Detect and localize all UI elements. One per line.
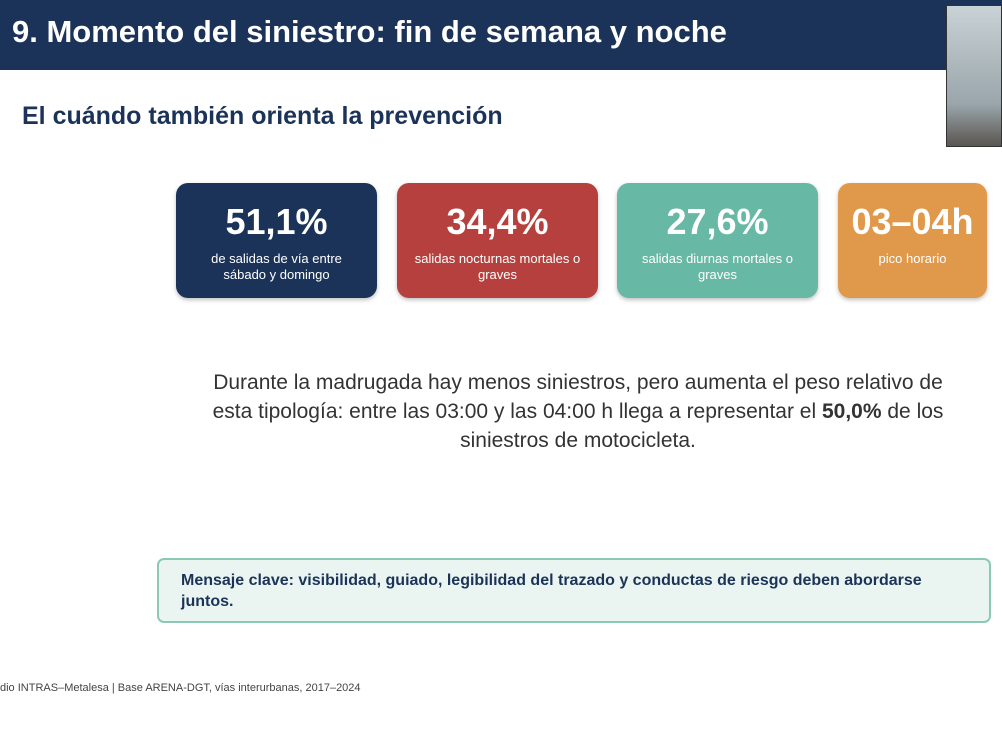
stat-value: 27,6%	[666, 201, 769, 242]
stat-card: 34,4% salidas nocturnas mortales o grave…	[397, 183, 598, 298]
stat-card: 27,6% salidas diurnas mortales o graves	[617, 183, 818, 298]
stat-value: 34,4%	[446, 201, 549, 242]
stat-card: 51,1% de salidas de vía entre sábado y d…	[176, 183, 377, 298]
header-bar	[0, 0, 1002, 70]
stat-label: de salidas de vía entre sábado y domingo	[211, 251, 342, 282]
stat-value: 03–04h	[851, 201, 974, 242]
stat-label: salidas diurnas mortales o graves	[641, 251, 794, 282]
stat-value: 51,1%	[225, 201, 328, 242]
stat-card: 03–04h pico horario	[838, 183, 987, 298]
body-highlight: 50,0%	[821, 400, 882, 423]
stat-label: pico horario	[878, 251, 947, 266]
slide-title: 9. Momento del siniestro: fin de semana …	[12, 14, 727, 49]
body-text: Durante la madrugada hay menos siniestro…	[210, 368, 946, 455]
stat-label: salidas nocturnas mortales o graves	[414, 251, 581, 282]
subtitle: El cuándo también orienta la prevención	[22, 102, 503, 130]
webcam-overlay	[946, 5, 1002, 147]
body-text-part: Durante la madrugada hay menos siniestro…	[212, 371, 943, 423]
footer-source: dio INTRAS–Metalesa | Base ARENA-DGT, ví…	[0, 682, 361, 694]
key-message: Mensaje clave: visibilidad, guiado, legi…	[157, 558, 991, 623]
body-text-part: de los siniestros de motocicleta.	[460, 400, 944, 452]
